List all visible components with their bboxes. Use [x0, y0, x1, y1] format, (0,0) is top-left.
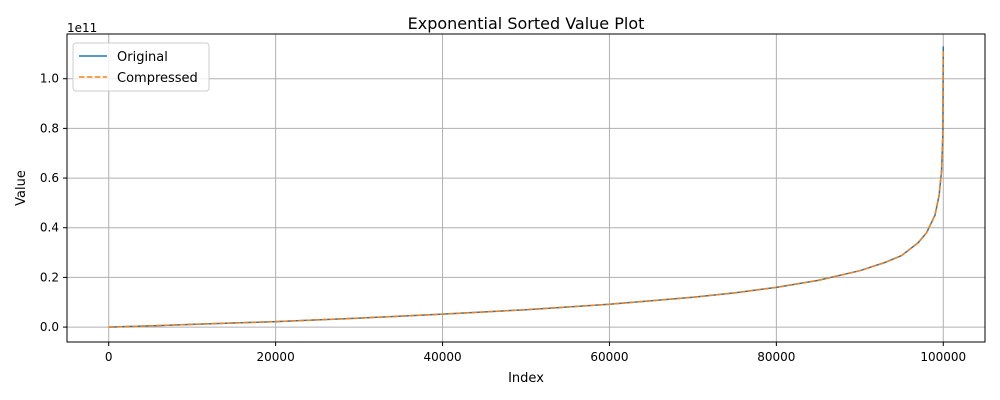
y-tick-label: 0.8 [40, 121, 59, 135]
y-tick-label: 0.0 [40, 320, 59, 334]
x-axis-label: Index [508, 371, 544, 386]
legend: Original Compressed [72, 42, 210, 92]
x-tick-label: 100000 [920, 350, 966, 364]
y-offset-text: 1e11 [67, 21, 97, 35]
series-layer [108, 46, 945, 328]
y-tick-label: 0.4 [40, 221, 59, 235]
y-axis-label: Value [14, 170, 29, 206]
x-tick-label: 80000 [757, 350, 795, 364]
y-tick-label: 1.0 [40, 72, 59, 86]
legend-label-compressed: Compressed [117, 71, 198, 86]
legend-label-original: Original [117, 50, 168, 65]
y-axis-ticks: 0.0 0.2 0.4 0.6 0.8 1.0 [40, 72, 67, 334]
x-tick-label: 60000 [590, 350, 628, 364]
x-tick-label: 0 [105, 350, 113, 364]
chart-title: Exponential Sorted Value Plot [408, 14, 645, 33]
x-tick-label: 20000 [257, 350, 295, 364]
plot-background [67, 34, 985, 342]
plot-frame [66, 33, 986, 343]
series-line-compressed [108, 48, 945, 328]
x-axis-ticks: 0 20000 40000 60000 80000 100000 [105, 342, 966, 364]
y-tick-label: 0.2 [40, 270, 59, 284]
legend-box [72, 42, 210, 92]
y-tick-label: 0.6 [40, 171, 59, 185]
grid [67, 34, 985, 342]
x-tick-label: 40000 [423, 350, 461, 364]
